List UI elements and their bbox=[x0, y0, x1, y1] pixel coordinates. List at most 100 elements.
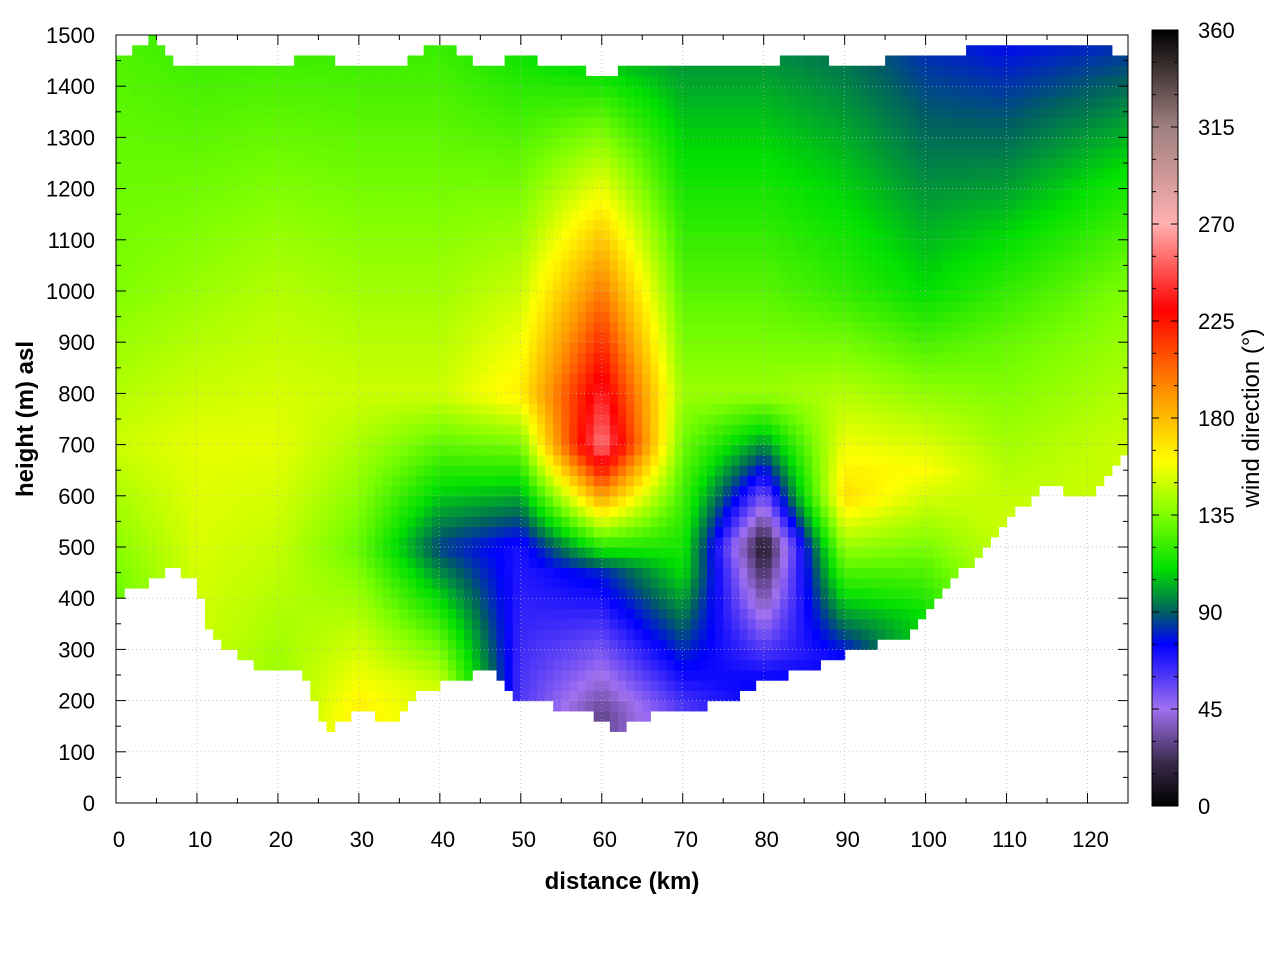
field-cell bbox=[553, 239, 562, 251]
field-cell bbox=[569, 434, 579, 446]
field-cell bbox=[528, 239, 538, 251]
field-cell bbox=[302, 372, 311, 384]
field-cell bbox=[318, 547, 328, 558]
field-cell bbox=[318, 608, 328, 620]
field-cell bbox=[407, 628, 417, 640]
field-cell bbox=[512, 321, 522, 333]
field-cell bbox=[609, 659, 619, 671]
field-cell bbox=[383, 219, 392, 231]
field-cell bbox=[447, 393, 457, 405]
field-cell bbox=[277, 506, 287, 517]
field-cell bbox=[723, 168, 732, 179]
field-cell bbox=[286, 352, 295, 364]
field-cell bbox=[496, 239, 506, 251]
field-cell bbox=[496, 106, 506, 118]
field-cell bbox=[634, 526, 643, 538]
field-cell bbox=[779, 465, 789, 476]
field-cell bbox=[237, 628, 247, 640]
field-cell bbox=[286, 198, 295, 210]
field-cell bbox=[399, 567, 409, 579]
field-cell bbox=[512, 434, 522, 446]
field-cell bbox=[383, 669, 392, 681]
field-cell bbox=[609, 383, 619, 394]
field-cell bbox=[585, 362, 595, 374]
field-cell bbox=[593, 618, 603, 630]
field-cell bbox=[375, 362, 384, 374]
field-cell bbox=[650, 219, 660, 231]
field-cell bbox=[116, 270, 125, 282]
field-cell bbox=[399, 260, 409, 272]
field-cell bbox=[561, 188, 570, 200]
field-cell bbox=[415, 311, 425, 323]
field-cell bbox=[464, 116, 473, 128]
field-cell bbox=[205, 116, 214, 128]
field-cell bbox=[464, 147, 473, 159]
field-cell bbox=[747, 301, 757, 313]
field-cell bbox=[747, 680, 757, 691]
field-cell bbox=[124, 75, 133, 87]
field-cell bbox=[690, 116, 700, 128]
field-cell bbox=[399, 372, 409, 384]
field-cell bbox=[779, 598, 789, 610]
field-cell bbox=[763, 454, 773, 466]
field-cell bbox=[383, 659, 392, 671]
field-cell bbox=[196, 352, 206, 364]
field-cell bbox=[763, 342, 773, 354]
field-cell bbox=[488, 311, 498, 323]
field-cell bbox=[536, 393, 546, 405]
field-cell bbox=[342, 321, 352, 333]
field-cell bbox=[609, 434, 619, 446]
field-cell bbox=[423, 608, 433, 620]
field-cell bbox=[698, 424, 708, 435]
field-cell bbox=[124, 444, 133, 456]
field-cell bbox=[318, 587, 328, 599]
field-cell bbox=[658, 577, 668, 589]
field-cell bbox=[609, 219, 619, 231]
field-cell bbox=[334, 250, 344, 261]
field-cell bbox=[180, 557, 190, 569]
field-cell bbox=[561, 485, 570, 497]
field-cell bbox=[148, 311, 158, 323]
field-cell bbox=[456, 96, 465, 108]
field-cell bbox=[617, 250, 627, 261]
field-cell bbox=[512, 209, 522, 220]
field-cell bbox=[666, 495, 676, 507]
field-cell bbox=[512, 536, 522, 548]
field-cell bbox=[164, 219, 174, 231]
field-cell bbox=[674, 567, 684, 579]
field-cell bbox=[634, 168, 643, 179]
field-cell bbox=[634, 342, 643, 354]
field-cell bbox=[747, 587, 757, 599]
field-cell bbox=[253, 96, 263, 108]
field-cell bbox=[617, 669, 627, 681]
field-cell bbox=[480, 137, 490, 149]
field-cell bbox=[318, 147, 328, 159]
field-cell bbox=[302, 659, 311, 671]
field-cell bbox=[658, 424, 668, 435]
field-cell bbox=[658, 147, 668, 159]
field-cell bbox=[342, 608, 352, 620]
field-cell bbox=[245, 86, 255, 98]
field-cell bbox=[221, 434, 230, 446]
field-cell bbox=[318, 454, 328, 466]
field-cell bbox=[302, 209, 311, 220]
field-cell bbox=[229, 209, 239, 220]
field-cell bbox=[148, 106, 158, 118]
field-cell bbox=[366, 475, 376, 487]
field-cell bbox=[375, 280, 384, 292]
field-cell bbox=[132, 311, 141, 323]
field-cell bbox=[237, 147, 247, 159]
field-cell bbox=[747, 188, 757, 200]
field-cell bbox=[771, 157, 781, 169]
field-cell bbox=[739, 106, 749, 118]
field-cell bbox=[682, 495, 692, 507]
field-cell bbox=[690, 127, 700, 138]
field-cell bbox=[480, 424, 490, 435]
field-cell bbox=[391, 393, 400, 405]
field-cell bbox=[504, 669, 514, 681]
field-cell bbox=[245, 649, 255, 661]
field-cell bbox=[771, 444, 781, 456]
field-cell bbox=[480, 475, 490, 487]
field-cell bbox=[205, 434, 214, 446]
field-cell bbox=[261, 301, 271, 313]
